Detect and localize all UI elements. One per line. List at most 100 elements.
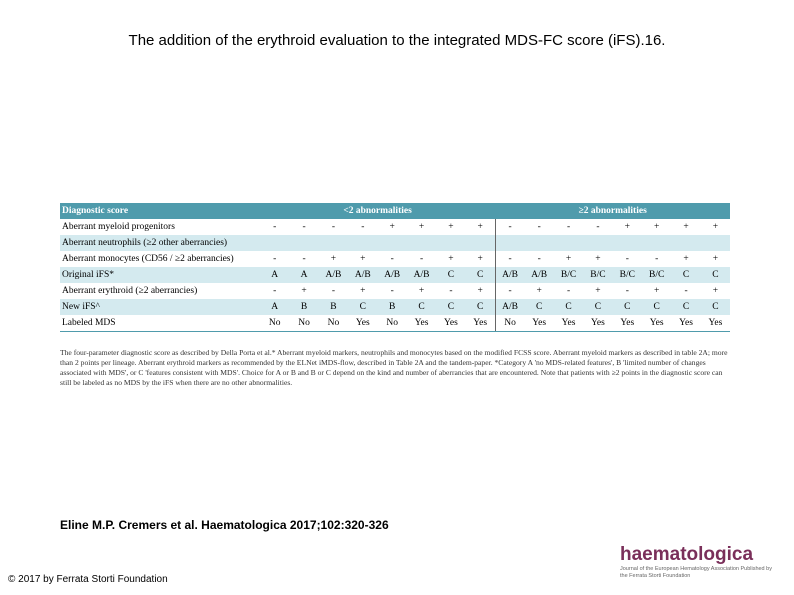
table-cell: Yes xyxy=(671,315,701,332)
table-cell xyxy=(260,235,290,251)
table-cell: + xyxy=(595,286,601,296)
table-cell: + xyxy=(448,254,454,264)
row-label: Original iFS* xyxy=(60,267,260,283)
table-cell xyxy=(377,235,407,251)
table-cell: - xyxy=(273,222,277,232)
table-cell: - xyxy=(302,222,306,232)
table-cell: - xyxy=(625,286,629,296)
table-cell: + xyxy=(448,222,454,232)
table-cell: B xyxy=(289,299,319,315)
table-cell: + xyxy=(477,222,483,232)
table-cell: Yes xyxy=(583,315,613,332)
table-cell: + xyxy=(712,222,719,232)
table-cell: B xyxy=(318,299,349,315)
slide-title: The addition of the erythroid evaluation… xyxy=(128,32,666,49)
table-cell: - xyxy=(566,286,571,296)
table-cell: A/B xyxy=(524,267,554,283)
table-cell: - xyxy=(449,286,453,296)
table-cell: Yes xyxy=(553,315,584,332)
table-cell xyxy=(318,235,349,251)
table-cell xyxy=(289,235,319,251)
table-cell: - xyxy=(566,222,571,232)
table-cell: A xyxy=(260,299,290,315)
table-cell: + xyxy=(653,286,660,296)
table-cell: + xyxy=(360,286,366,296)
table-cell: A/B xyxy=(494,299,525,315)
table-cell: C xyxy=(524,299,554,315)
table-cell: Yes xyxy=(700,315,731,332)
table-cell: A/B xyxy=(377,267,407,283)
table-cell: - xyxy=(537,222,541,232)
table-cell: C xyxy=(436,299,466,315)
score-table: Diagnostic score <2 abnormalities ≥2 abnor… xyxy=(60,203,731,332)
table-cell: + xyxy=(595,254,601,264)
table-cell: + xyxy=(712,286,719,296)
table-cell: Yes xyxy=(641,315,672,332)
table-cell: C xyxy=(583,299,613,315)
table-footnote: The four-parameter diagnostic score as d… xyxy=(60,348,728,387)
table-cell: - xyxy=(494,251,525,267)
table-cell: + xyxy=(330,254,337,264)
table-cell: Yes xyxy=(465,315,496,332)
table-cell: C xyxy=(465,299,496,315)
row-label: New iFS^ xyxy=(60,299,260,315)
table-cell xyxy=(583,235,613,251)
table-cell: Yes xyxy=(436,315,466,332)
table-cell: + xyxy=(653,222,660,232)
table-cell: B/C xyxy=(612,267,642,283)
table-cell: No xyxy=(318,315,349,332)
table-cell: + xyxy=(301,286,307,296)
table-cell: - xyxy=(596,222,600,232)
table-cell: - xyxy=(273,254,277,264)
table-cell: A/B xyxy=(318,267,349,283)
table-cell: - xyxy=(390,286,394,296)
table-cell: C xyxy=(553,299,584,315)
table-cell: Yes xyxy=(348,315,378,332)
table-cell: + xyxy=(477,286,483,296)
table-cell xyxy=(348,235,378,251)
table-cell: Yes xyxy=(406,315,437,332)
table-cell: C xyxy=(612,299,642,315)
table-cell: No xyxy=(289,315,319,332)
table-cell: - xyxy=(494,283,525,299)
table-cell: Yes xyxy=(612,315,642,332)
table-cell: + xyxy=(712,254,719,264)
table-cell: - xyxy=(625,254,629,264)
table-cell: - xyxy=(684,286,688,296)
table-cell: - xyxy=(273,286,277,296)
row-label: Aberrant monocytes (CD56 / ≥2 aberrancie… xyxy=(62,254,234,264)
table-cell: + xyxy=(477,254,483,264)
journal-logo: haematologica Journal of the European He… xyxy=(620,544,780,580)
table-cell: C xyxy=(671,267,701,283)
table-cell: C xyxy=(465,267,496,283)
table-cell: B/C xyxy=(583,267,613,283)
table-cell xyxy=(641,235,672,251)
header-right: ≥2 abnormalities xyxy=(495,203,731,219)
table-row: New iFS^ A B B C B C C C A/B C C C C C C C xyxy=(60,299,731,315)
row-label: Aberrant myeloid progenitors xyxy=(62,222,175,232)
table-cell: B/C xyxy=(553,267,584,283)
table-cell: B/C xyxy=(641,267,672,283)
table-cell xyxy=(700,235,731,251)
logo-subtitle: Journal of the European Hematology Assoc… xyxy=(620,566,772,579)
table-row: Original iFS* A A A/B A/B A/B A/B C C A/B A/B B/C B/… xyxy=(60,267,731,283)
row-label: Aberrant erythroid (≥2 aberrancies) xyxy=(62,286,198,296)
table-cell xyxy=(465,235,496,251)
table-row: Aberrant neutrophils (≥2 other aberranci… xyxy=(60,235,731,251)
table-cell xyxy=(494,235,525,251)
header-label: Diagnostic score xyxy=(60,203,260,219)
table-cell: + xyxy=(565,254,572,264)
table-cell xyxy=(671,235,701,251)
table-cell: + xyxy=(683,254,689,264)
table-cell: - xyxy=(361,222,365,232)
table-cell: C xyxy=(436,267,466,283)
table-cell: C xyxy=(406,299,437,315)
table-cell: + xyxy=(418,222,425,232)
table-cell: + xyxy=(683,222,689,232)
table-cell: - xyxy=(494,219,525,235)
table-cell: C xyxy=(700,267,731,283)
table-cell: A/B xyxy=(494,267,525,283)
table-cell: - xyxy=(331,286,336,296)
table-cell: - xyxy=(331,222,336,232)
